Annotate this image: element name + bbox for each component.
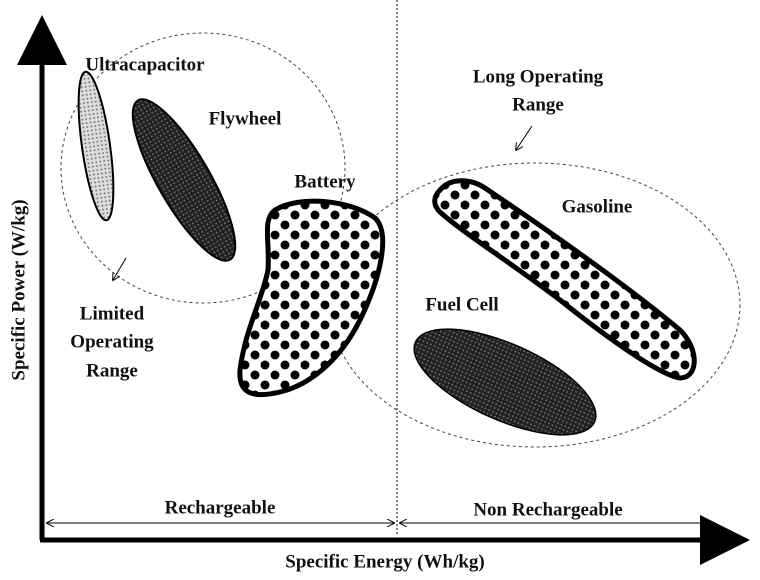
annotation-line: Operating [70,331,154,352]
annotation-line: Limited [80,303,145,324]
flywheel-region [131,98,237,262]
flywheel-label: Flywheel [209,108,282,129]
annotation-arrow [516,125,533,150]
ultracapacitor-region [77,70,115,222]
zone-label: Rechargeable [165,497,276,518]
x-axis-label: Specific Energy (Wh/kg) [285,551,485,572]
gasoline-label: Gasoline [562,196,633,217]
annotation-line: Range [512,94,564,115]
ultracapacitor-label: Ultracapacitor [85,54,205,75]
battery-region [237,198,386,398]
gasoline-region [432,178,697,381]
long-range-circle [329,162,741,448]
battery-label: Battery [294,171,356,192]
fuel-cell-label: Fuel Cell [425,294,498,315]
annotation-arrow [113,257,127,280]
limited-range-circle [60,32,346,304]
fuel-cell-region [413,328,597,436]
annotation-line: Range [86,360,138,381]
annotation-line: Long Operating [473,66,604,87]
y-axis-label: Specific Power (W/kg) [8,199,29,380]
zone-label: Non Rechargeable [473,499,622,520]
